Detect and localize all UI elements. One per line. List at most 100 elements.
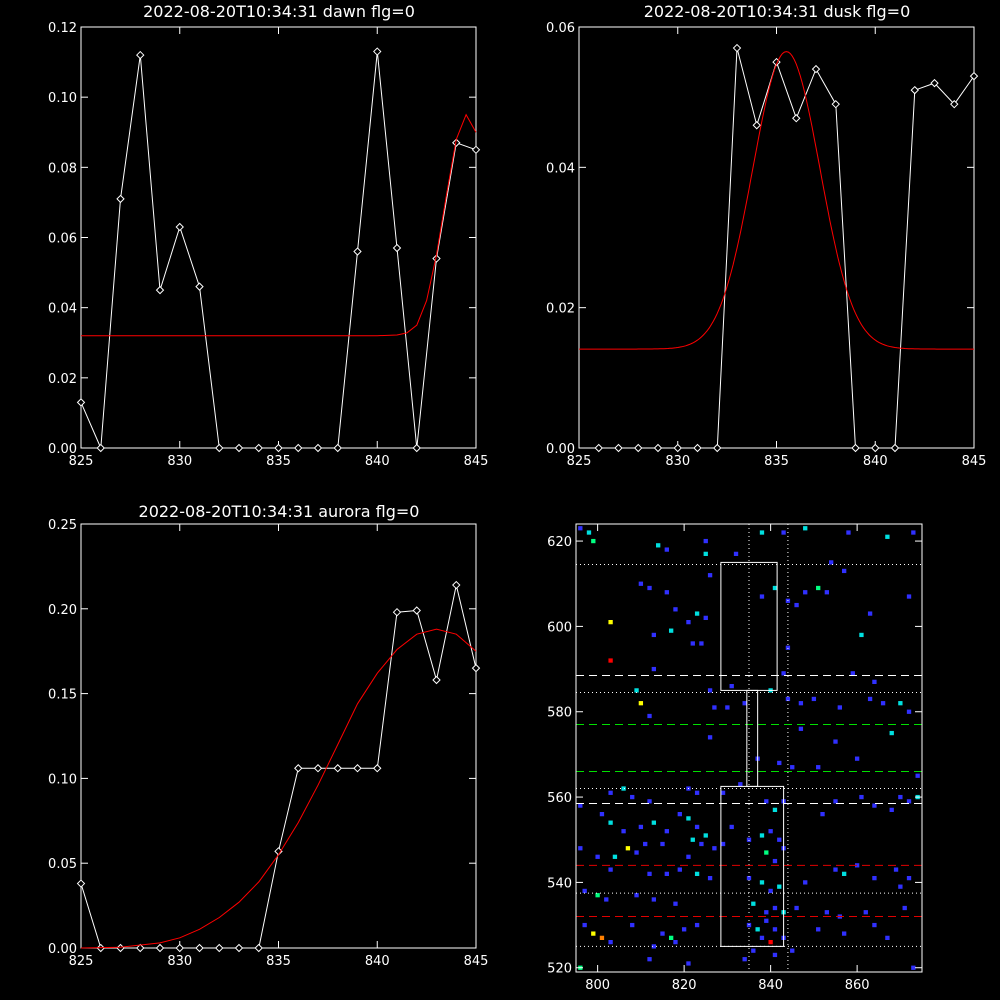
data-point <box>432 254 441 263</box>
data-point <box>594 443 603 453</box>
image-pixel <box>668 628 674 633</box>
image-pixel <box>777 884 782 889</box>
data-point <box>136 50 145 60</box>
image-pixel <box>850 671 855 676</box>
image-pixel <box>634 893 639 898</box>
data-point <box>930 78 939 88</box>
image-pixel <box>772 585 778 591</box>
image-pixel <box>772 807 778 812</box>
y-tick-label: 0.05 <box>48 857 77 872</box>
y-tick-label: 0.10 <box>48 91 77 106</box>
image-pixel <box>582 922 587 928</box>
image-pixel <box>647 713 652 719</box>
image-pixel <box>677 867 682 872</box>
image-pixel <box>638 824 644 830</box>
image-pixel <box>673 901 678 906</box>
dawn-panel: 2022-08-20T10:34:31 dawn flg=0 825 830 835… <box>48 2 488 469</box>
image-pixel <box>643 841 648 847</box>
image-pixel <box>729 824 734 830</box>
image-pixel <box>647 799 652 804</box>
x-tick-label: 845 <box>464 954 489 969</box>
data-point <box>673 443 682 453</box>
image-pixel <box>824 590 830 595</box>
data-point <box>432 675 441 685</box>
image-pixel <box>893 867 899 872</box>
data-point <box>333 443 342 453</box>
image-pixel <box>803 526 808 531</box>
image-pixel <box>703 833 708 838</box>
image-pixel <box>733 551 739 556</box>
image-pixel <box>898 701 903 706</box>
data-point <box>851 443 860 453</box>
image-pixel <box>759 880 765 885</box>
image-pixel <box>664 871 669 876</box>
image-pixel <box>764 910 769 915</box>
image-pixel <box>656 543 661 548</box>
image-pixel <box>746 837 752 842</box>
y-tick-label: 0.04 <box>546 161 575 176</box>
image-pixel <box>885 935 890 940</box>
x-tick-label: 860 <box>845 978 870 993</box>
dusk-panel: 2022-08-20T10:34:31 dusk flg=0 825 830 835… <box>546 2 986 469</box>
image-pixel <box>725 705 730 710</box>
image-pixel <box>777 837 782 842</box>
image-pixel <box>863 910 868 915</box>
image-pixel <box>785 696 791 702</box>
image-pixel <box>859 632 864 638</box>
image-pixel <box>673 607 678 612</box>
data-point <box>116 194 125 204</box>
x-tick-label: 830 <box>167 954 192 969</box>
image-pixel <box>867 696 873 702</box>
image-pixel <box>833 739 838 744</box>
image-pixel <box>833 867 838 872</box>
data-point <box>412 443 421 453</box>
image-pixel <box>772 905 778 911</box>
x-tick-label: 840 <box>758 978 783 993</box>
y-tick-label: 0.25 <box>48 518 77 533</box>
data-point <box>234 943 244 953</box>
image-pixel <box>604 897 609 902</box>
image-pixel <box>759 935 765 940</box>
image-pixel <box>621 829 626 834</box>
image-pixel <box>772 927 778 932</box>
aurora-title: 2022-08-20T10:34:31 aurora flg=0 <box>139 502 420 521</box>
data-point <box>155 943 165 953</box>
image-pixel <box>759 833 765 838</box>
data-point <box>950 99 959 109</box>
x-tick-label: 825 <box>567 454 592 469</box>
image-pixel <box>660 841 665 847</box>
dusk-title: 2022-08-20T10:34:31 dusk flg=0 <box>644 2 911 21</box>
image-pixel <box>591 538 596 544</box>
image-pixel <box>829 560 834 565</box>
data-point <box>412 606 421 615</box>
image-pixel <box>647 871 652 876</box>
data-point <box>811 64 821 74</box>
data-point <box>294 764 303 773</box>
image-pixel <box>898 884 903 889</box>
image-pixel <box>608 940 613 945</box>
image-pixel <box>595 893 600 898</box>
image-pixel <box>578 526 583 531</box>
image-pixel <box>742 957 747 962</box>
image-pixel <box>764 799 769 804</box>
image-pixel <box>854 756 860 761</box>
image-pixel <box>911 965 916 970</box>
image-pixel <box>889 807 894 812</box>
image-pixel <box>764 918 769 923</box>
image-pixel <box>586 530 592 535</box>
image-pixel <box>841 871 847 876</box>
fit-curve <box>80 628 477 949</box>
data-point <box>752 121 761 130</box>
data-point <box>792 114 801 123</box>
image-pixel <box>686 961 691 966</box>
image-pixel <box>699 841 704 847</box>
data-point <box>471 663 481 673</box>
data-point <box>353 764 362 773</box>
image-pixel <box>794 602 799 608</box>
image-pixel <box>867 611 873 616</box>
data-point <box>353 247 362 256</box>
image-pixel <box>902 905 907 911</box>
image-pixel <box>664 547 669 552</box>
image-pixel <box>820 812 825 817</box>
image-pixel <box>768 940 773 945</box>
